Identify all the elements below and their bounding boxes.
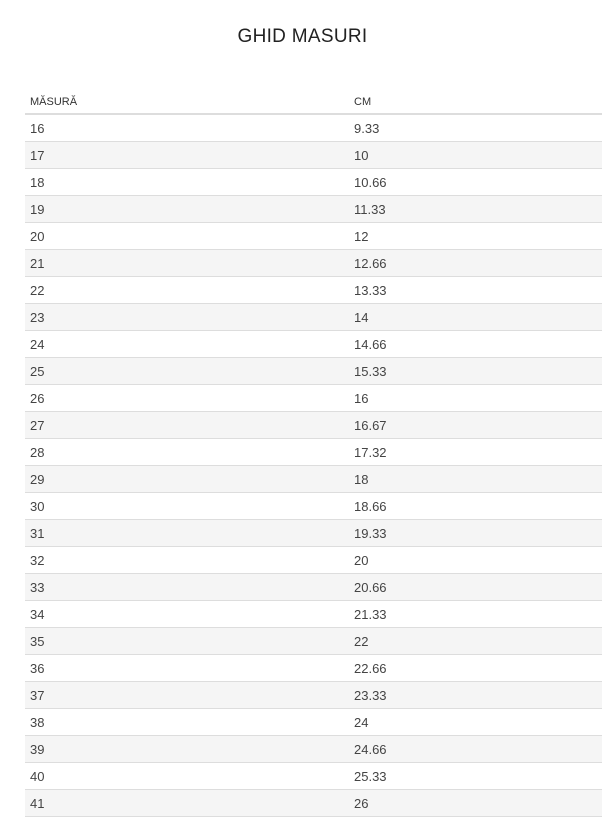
cm-cell: 14.66 <box>349 330 602 358</box>
cm-cell: 11.33 <box>349 195 602 223</box>
table-row: 23 14 <box>25 303 602 331</box>
cm-cell: 10 <box>349 141 602 169</box>
table-row: 34 21.33 <box>25 600 602 628</box>
table-row: 19 11.33 <box>25 195 602 223</box>
cm-cell: 15.33 <box>349 357 602 385</box>
table-row: 20 12 <box>25 222 602 250</box>
cm-cell: 21.33 <box>349 600 602 628</box>
size-cell: 40 <box>25 762 349 790</box>
table-row: 29 18 <box>25 465 602 493</box>
table-row: 35 22 <box>25 627 602 655</box>
size-cell: 33 <box>25 573 349 601</box>
table-row: 39 24.66 <box>25 735 602 763</box>
table-row: 17 10 <box>25 141 602 169</box>
table-row: 32 20 <box>25 546 602 574</box>
table-row: 22 13.33 <box>25 276 602 304</box>
size-cell: 20 <box>25 222 349 250</box>
header-size: MĂSURĂ <box>25 91 349 115</box>
table-row: 21 12.66 <box>25 249 602 277</box>
cm-cell: 12.66 <box>349 249 602 277</box>
size-guide-table: MĂSURĂ CM 16 9.33 17 10 18 10.66 19 11.33 20 12 21… <box>25 91 602 817</box>
cm-cell: 24 <box>349 708 602 736</box>
size-cell: 36 <box>25 654 349 682</box>
table-row: 25 15.33 <box>25 357 602 385</box>
table-row: 33 20.66 <box>25 573 602 601</box>
cm-cell: 19.33 <box>349 519 602 547</box>
table-row: 24 14.66 <box>25 330 602 358</box>
size-cell: 23 <box>25 303 349 331</box>
size-cell: 27 <box>25 411 349 439</box>
table-row: 28 17.32 <box>25 438 602 466</box>
cm-cell: 10.66 <box>349 168 602 196</box>
cm-cell: 23.33 <box>349 681 602 709</box>
cm-cell: 9.33 <box>349 114 602 142</box>
size-cell: 32 <box>25 546 349 574</box>
table-row: 18 10.66 <box>25 168 602 196</box>
table-row: 36 22.66 <box>25 654 602 682</box>
table-row: 26 16 <box>25 384 602 412</box>
cm-cell: 16 <box>349 384 602 412</box>
cm-cell: 17.32 <box>349 438 602 466</box>
size-cell: 25 <box>25 357 349 385</box>
cm-cell: 22.66 <box>349 654 602 682</box>
header-cm: CM <box>349 91 602 115</box>
cm-cell: 25.33 <box>349 762 602 790</box>
table-row: 27 16.67 <box>25 411 602 439</box>
cm-cell: 20.66 <box>349 573 602 601</box>
size-cell: 24 <box>25 330 349 358</box>
table-row: 40 25.33 <box>25 762 602 790</box>
cm-cell: 20 <box>349 546 602 574</box>
size-cell: 16 <box>25 114 349 142</box>
size-cell: 35 <box>25 627 349 655</box>
cm-cell: 18 <box>349 465 602 493</box>
size-cell: 41 <box>25 789 349 817</box>
size-cell: 31 <box>25 519 349 547</box>
size-cell: 28 <box>25 438 349 466</box>
table-row: 31 19.33 <box>25 519 602 547</box>
size-cell: 26 <box>25 384 349 412</box>
size-cell: 29 <box>25 465 349 493</box>
table-row: 16 9.33 <box>25 114 602 142</box>
cm-cell: 26 <box>349 789 602 817</box>
size-cell: 39 <box>25 735 349 763</box>
cm-cell: 14 <box>349 303 602 331</box>
size-cell: 17 <box>25 141 349 169</box>
table-row: 37 23.33 <box>25 681 602 709</box>
cm-cell: 13.33 <box>349 276 602 304</box>
size-cell: 38 <box>25 708 349 736</box>
cm-cell: 22 <box>349 627 602 655</box>
table-row: 41 26 <box>25 789 602 817</box>
size-cell: 22 <box>25 276 349 304</box>
size-cell: 19 <box>25 195 349 223</box>
size-cell: 30 <box>25 492 349 520</box>
cm-cell: 12 <box>349 222 602 250</box>
table-row: 38 24 <box>25 708 602 736</box>
page-title: GHID MASURI <box>237 26 368 47</box>
size-cell: 34 <box>25 600 349 628</box>
size-cell: 18 <box>25 168 349 196</box>
cm-cell: 24.66 <box>349 735 602 763</box>
cm-cell: 18.66 <box>349 492 602 520</box>
size-cell: 21 <box>25 249 349 277</box>
table-header-row: MĂSURĂ CM <box>25 91 602 115</box>
cm-cell: 16.67 <box>349 411 602 439</box>
table-row: 30 18.66 <box>25 492 602 520</box>
size-cell: 37 <box>25 681 349 709</box>
